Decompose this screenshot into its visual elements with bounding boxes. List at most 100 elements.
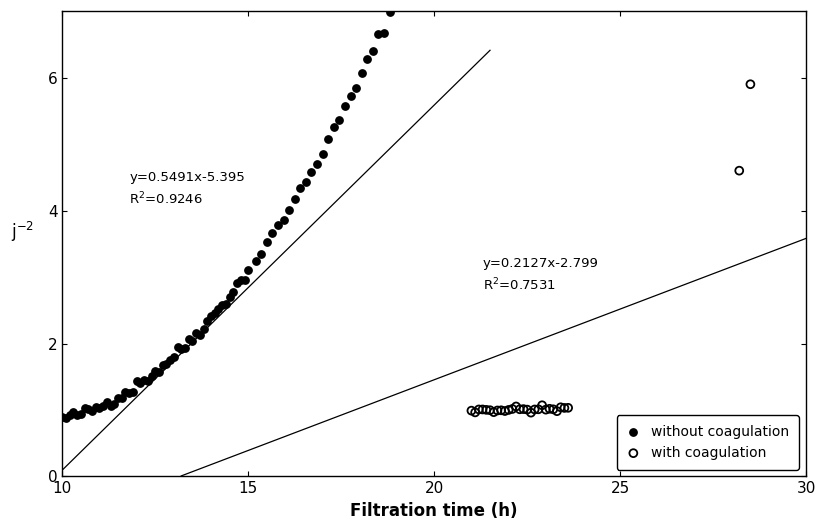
Y-axis label: j$^{-2}$: j$^{-2}$ xyxy=(11,220,34,244)
without coagulation xyxy=(63,411,76,419)
without coagulation xyxy=(299,178,313,186)
without coagulation xyxy=(265,229,279,237)
without coagulation xyxy=(277,216,290,225)
without coagulation xyxy=(149,367,162,375)
without coagulation xyxy=(389,0,402,5)
without coagulation xyxy=(104,402,117,410)
without coagulation xyxy=(216,301,229,310)
without coagulation xyxy=(344,92,357,100)
without coagulation xyxy=(204,311,218,320)
without coagulation xyxy=(115,393,128,402)
without coagulation xyxy=(85,407,98,415)
with coagulation xyxy=(506,405,519,413)
without coagulation xyxy=(332,115,346,124)
without coagulation xyxy=(238,276,251,285)
without coagulation xyxy=(383,7,396,16)
without coagulation xyxy=(223,293,237,302)
without coagulation xyxy=(130,377,143,386)
with coagulation xyxy=(476,405,490,414)
without coagulation xyxy=(112,394,125,402)
without coagulation xyxy=(152,367,165,376)
without coagulation xyxy=(355,69,368,78)
with coagulation xyxy=(472,405,485,414)
without coagulation xyxy=(316,150,329,158)
without coagulation xyxy=(122,389,136,397)
without coagulation xyxy=(89,402,103,411)
without coagulation xyxy=(141,377,155,386)
with coagulation xyxy=(517,405,530,413)
without coagulation xyxy=(327,122,341,131)
with coagulation xyxy=(514,405,527,414)
without coagulation xyxy=(119,388,132,396)
with coagulation xyxy=(733,166,746,175)
with coagulation xyxy=(550,407,563,415)
without coagulation xyxy=(377,29,390,38)
without coagulation xyxy=(134,379,147,388)
without coagulation xyxy=(179,344,192,352)
without coagulation xyxy=(171,343,184,352)
without coagulation xyxy=(70,411,84,419)
Text: y=0.2127x-2.799
R$^2$=0.7531: y=0.2127x-2.799 R$^2$=0.7531 xyxy=(483,257,599,294)
with coagulation xyxy=(539,405,552,414)
without coagulation xyxy=(160,360,173,369)
without coagulation xyxy=(182,335,195,344)
without coagulation xyxy=(249,257,262,266)
without coagulation xyxy=(174,345,188,353)
with coagulation xyxy=(484,406,497,415)
with coagulation xyxy=(509,402,523,410)
with coagulation xyxy=(487,408,500,416)
without coagulation xyxy=(288,195,301,203)
with coagulation xyxy=(495,406,508,415)
without coagulation xyxy=(97,401,110,410)
without coagulation xyxy=(219,299,232,308)
with coagulation xyxy=(532,405,545,414)
without coagulation xyxy=(261,238,274,247)
without coagulation xyxy=(93,404,106,412)
without coagulation xyxy=(322,134,335,143)
with coagulation xyxy=(465,406,478,415)
without coagulation xyxy=(197,325,210,333)
with coagulation xyxy=(554,403,567,412)
without coagulation xyxy=(361,54,374,63)
without coagulation xyxy=(74,410,88,418)
without coagulation xyxy=(310,160,323,168)
without coagulation xyxy=(271,220,284,229)
with coagulation xyxy=(469,408,482,417)
without coagulation xyxy=(283,205,296,214)
without coagulation xyxy=(201,317,214,326)
Legend: without coagulation, with coagulation: without coagulation, with coagulation xyxy=(617,415,799,469)
without coagulation xyxy=(145,372,158,380)
with coagulation xyxy=(499,407,512,415)
without coagulation xyxy=(164,356,177,364)
without coagulation xyxy=(305,167,318,176)
without coagulation xyxy=(227,287,240,296)
without coagulation xyxy=(294,184,307,192)
without coagulation xyxy=(189,329,203,338)
without coagulation xyxy=(167,353,180,362)
without coagulation xyxy=(156,361,170,369)
with coagulation xyxy=(535,401,548,409)
without coagulation xyxy=(186,337,199,345)
without coagulation xyxy=(366,47,380,55)
with coagulation xyxy=(502,406,515,414)
with coagulation xyxy=(743,80,757,89)
without coagulation xyxy=(372,30,385,39)
without coagulation xyxy=(78,404,91,413)
with coagulation xyxy=(524,408,538,417)
without coagulation xyxy=(55,413,69,422)
without coagulation xyxy=(127,388,140,396)
with coagulation xyxy=(491,406,504,415)
Text: y=0.5491x-5.395
R$^2$=0.9246: y=0.5491x-5.395 R$^2$=0.9246 xyxy=(129,170,245,207)
X-axis label: Filtration time (h): Filtration time (h) xyxy=(351,502,518,520)
without coagulation xyxy=(194,331,207,339)
with coagulation xyxy=(547,405,560,414)
without coagulation xyxy=(231,279,244,287)
without coagulation xyxy=(67,408,80,416)
without coagulation xyxy=(82,405,95,413)
without coagulation xyxy=(100,398,113,406)
without coagulation xyxy=(208,309,222,317)
with coagulation xyxy=(562,404,575,412)
without coagulation xyxy=(255,250,268,258)
without coagulation xyxy=(108,399,121,408)
with coagulation xyxy=(543,405,556,413)
